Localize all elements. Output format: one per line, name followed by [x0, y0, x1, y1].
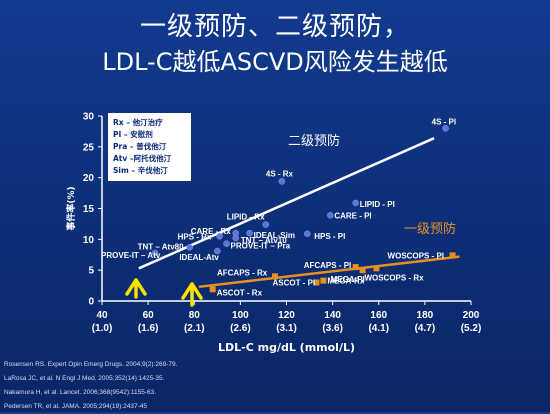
- point-label: 4S - Rx: [266, 169, 294, 178]
- secondary-point: [304, 230, 311, 238]
- point-label: PROVE-IT – Pra: [231, 242, 291, 251]
- x-tick-sublabel: (3.1): [276, 323, 297, 334]
- x-axis-label: LDL-C mg/dL (mmol/L): [218, 341, 355, 354]
- primary-point: [352, 264, 359, 271]
- trend-line-primary: [198, 255, 460, 289]
- arrow-up-icon: [181, 282, 203, 307]
- primary-point: [313, 279, 320, 286]
- arrow-up-icon: [125, 278, 147, 299]
- y-tick-label: 15: [83, 204, 95, 215]
- primary-point: [373, 265, 380, 272]
- point-label: TNT – Atv10: [241, 236, 287, 245]
- y-tick-label: 20: [83, 173, 95, 184]
- x-tick-sublabel: (2.6): [230, 323, 251, 334]
- x-tick-sublabel: (4.1): [368, 323, 389, 334]
- point-label: LIPID - Rx: [227, 213, 265, 222]
- point-label: HPS - Pl: [314, 232, 345, 241]
- x-tick-label: 140: [324, 310, 341, 321]
- point-label: WOSCOPS - Pl: [388, 251, 444, 260]
- reference-3: Nakamura H, et al. Lancet. 2006;368(9542…: [4, 389, 157, 396]
- x-tick-label: 100: [232, 310, 249, 321]
- point-label: HPS - Rx: [178, 232, 212, 241]
- secondary-point: [327, 212, 334, 219]
- y-tick-label: 10: [83, 235, 95, 246]
- secondary-point: [223, 240, 230, 247]
- x-tick-label: 60: [143, 310, 155, 321]
- point-label: AFCAPS - Rx: [217, 268, 268, 277]
- point-label: 4S - Pl: [432, 117, 456, 126]
- primary-point: [271, 273, 278, 280]
- y-tick-label: 25: [83, 142, 95, 153]
- secondary-point: [278, 178, 286, 185]
- point-label: CARE - Rx: [191, 227, 232, 236]
- secondary-point: [352, 199, 359, 207]
- x-tick-sublabel: (1.0): [92, 323, 113, 334]
- y-axis-label: 事件率(%): [65, 186, 77, 230]
- point-label: IDEAL-Atv: [179, 253, 219, 262]
- secondary-point: [186, 244, 193, 251]
- x-tick-sublabel: (3.6): [322, 323, 343, 334]
- point-label: ASCOT - Rx: [217, 288, 263, 297]
- legend-box: Rx – 他汀治疗 PI – 安慰剂 Pra – 普伐他汀 Atv –阿托伐他汀…: [108, 113, 191, 181]
- secondary-point: [232, 234, 240, 242]
- x-tick-label: 200: [463, 310, 480, 321]
- x-tick-label: 120: [278, 310, 295, 321]
- reference-4: Pedersen TR, et al. JAMA. 2005;294(19):2…: [4, 403, 147, 410]
- point-label: PROVE-IT – Atv: [101, 251, 161, 260]
- annotation-secondary: 二级预防: [288, 133, 340, 149]
- secondary-point: [151, 249, 159, 257]
- primary-point: [320, 277, 327, 284]
- references: Rosensen RS. Expert Opin Emerg Drugs. 20…: [4, 358, 177, 414]
- point-label: MEGA-Pl: [331, 275, 365, 284]
- primary-point: [449, 252, 456, 259]
- primary-point: [359, 267, 366, 274]
- legend-item-pl: PI – 安慰剂: [113, 130, 153, 139]
- x-tick-sublabel: (1.6): [138, 323, 159, 334]
- legend-item-sim: Sim – 辛伐他汀: [113, 166, 168, 175]
- point-label: ASCOT - Pl: [272, 279, 315, 288]
- secondary-point: [246, 229, 253, 237]
- secondary-point: [442, 125, 449, 132]
- point-label: CARE - Pl: [334, 211, 371, 220]
- secondary-point: [216, 233, 223, 240]
- x-tick-label: 40: [96, 310, 108, 321]
- y-tick-label: 30: [83, 112, 95, 123]
- point-label: AFCAPS - Pl: [304, 261, 352, 270]
- title-line-1: 一级预防、二级预防，: [139, 12, 410, 42]
- reference-2: LaRosa JC, et al. N Engl J Med. 2005;352…: [4, 375, 165, 382]
- secondary-point: [262, 221, 269, 228]
- reference-1: Rosensen RS. Expert Opin Emerg Drugs. 20…: [4, 361, 178, 368]
- x-tick-label: 180: [417, 310, 434, 321]
- secondary-point: [214, 247, 221, 255]
- title-line-2: LDL-C越低ASCVD风险发生越低: [102, 48, 448, 76]
- point-label: WOSCOPS - Rx: [364, 273, 424, 282]
- point-label: LIPID - Pl: [360, 200, 395, 209]
- x-tick-sublabel: (2.1): [184, 323, 205, 334]
- y-tick-label: 5: [88, 266, 94, 277]
- point-label: IDEAL-Sim: [254, 231, 295, 240]
- legend-item-rx: Rx – 他汀治疗: [113, 118, 163, 127]
- x-tick-sublabel: (5.2): [461, 323, 482, 334]
- x-tick-label: 80: [189, 310, 201, 321]
- point-label: TNT – Atv80: [138, 242, 184, 251]
- primary-point: [209, 286, 216, 293]
- legend-item-atv: Atv –阿托伐他汀: [113, 154, 172, 163]
- y-tick-label: 0: [88, 297, 94, 308]
- legend-item-pra: Pra – 普伐他汀: [113, 142, 167, 151]
- x-tick-label: 160: [370, 310, 387, 321]
- x-tick-sublabel: (4.7): [415, 323, 436, 334]
- point-label: MEGA-Rx: [327, 277, 364, 286]
- annotation-primary: 一级预防: [404, 221, 456, 237]
